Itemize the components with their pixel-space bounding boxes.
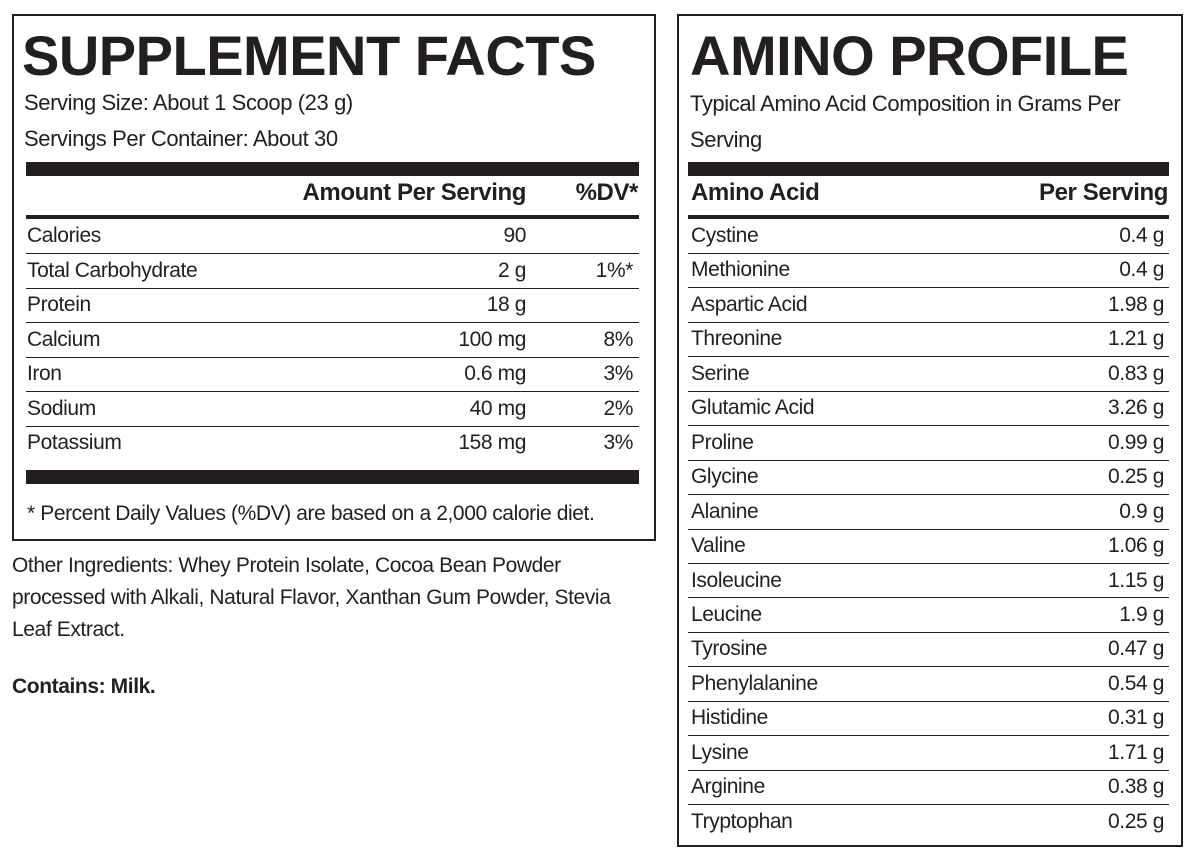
- nutrient-name: Total Carbohydrate: [27, 258, 198, 282]
- footnote: * Percent Daily Values (%DV) are based o…: [27, 502, 595, 525]
- nutrient-name: Iron: [27, 362, 62, 385]
- row-rule: [688, 735, 1169, 737]
- amino-amount: 0.4 g: [1119, 224, 1164, 247]
- row-rule: [688, 390, 1169, 392]
- amino-name: Proline: [691, 430, 754, 454]
- row-rule: [26, 356, 639, 358]
- row-rule: [688, 597, 1169, 599]
- row-rule: [26, 391, 639, 392]
- amino-name: Lysine: [691, 740, 749, 764]
- amino-name: Leucine: [691, 602, 762, 626]
- nutrient-name: Calcium: [27, 327, 101, 351]
- nutrient-amount: 90: [503, 224, 526, 247]
- amino-amount: 3.26 g: [1108, 396, 1164, 420]
- amino-amount: 0.83 g: [1108, 361, 1164, 385]
- nutrient-name: Protein: [27, 293, 91, 316]
- row-rule: [688, 804, 1169, 806]
- amino-amount: 0.47 g: [1108, 637, 1164, 661]
- amino-name: Threonine: [691, 327, 782, 351]
- nutrient-dv: 1%*: [595, 258, 634, 282]
- nutrient-dv: 3%: [603, 431, 633, 454]
- amino-name: Glycine: [691, 465, 759, 489]
- amino-name: Alanine: [691, 499, 759, 523]
- amino-amount: 1.15 g: [1108, 568, 1164, 592]
- amino-amount: 0.25 g: [1108, 465, 1164, 489]
- nutrient-amount: 18 g: [486, 293, 527, 316]
- amino-name: Glutamic Acid: [691, 396, 815, 420]
- nutrient-dv: 3%: [603, 362, 633, 385]
- dv-header: %DV*: [575, 179, 639, 206]
- amino-amount: 1.21 g: [1108, 327, 1164, 351]
- amino-title: AMINO PROFILE: [690, 24, 1129, 87]
- amino-amount: 1.98 g: [1108, 292, 1164, 316]
- amino-name: Phenylalanine: [691, 671, 818, 695]
- nutrient-dv: 2%: [603, 396, 633, 420]
- row-rule: [688, 666, 1169, 668]
- amino-name: Cystine: [691, 224, 759, 247]
- serving-size: Serving Size: About 1 Scoop (23 g): [24, 90, 353, 115]
- amino-amount: 1.71 g: [1108, 740, 1164, 764]
- row-rule: [688, 528, 1169, 530]
- contains: Contains: Milk.: [12, 675, 156, 698]
- amino-amount: 1.9 g: [1119, 602, 1164, 626]
- row-rule: [26, 287, 639, 289]
- row-rule: [688, 321, 1169, 323]
- amino-name: Isoleucine: [691, 568, 782, 592]
- thick-rule: [688, 162, 1169, 176]
- row-rule: [688, 494, 1169, 496]
- amino-name: Histidine: [691, 706, 768, 730]
- amino-amount: 1.06 g: [1108, 534, 1164, 558]
- amino-name-header: Amino Acid: [691, 179, 820, 206]
- servings-per-container: Servings Per Container: About 30: [24, 126, 338, 151]
- row-rule: [688, 631, 1169, 633]
- amino-name: Aspartic Acid: [691, 292, 808, 316]
- amino-name: Valine: [691, 534, 746, 558]
- amount-header: Amount Per Serving: [302, 179, 526, 206]
- nutrient-amount: 158 mg: [458, 431, 526, 454]
- thick-rule: [26, 162, 639, 176]
- row-rule: [26, 322, 639, 323]
- amino-amount-header: Per Serving: [1039, 179, 1168, 206]
- nutrient-dv: 8%: [603, 327, 633, 351]
- amino-name: Tyrosine: [691, 637, 768, 661]
- row-rule: [688, 287, 1169, 289]
- amino-box: [677, 14, 1183, 847]
- amino-name: Methionine: [691, 258, 790, 282]
- nutrient-amount: 40 mg: [469, 396, 527, 420]
- other-ingredients: Other Ingredients: Whey Protein Isolate,…: [12, 554, 611, 641]
- row-rule: [26, 253, 639, 254]
- nutrient-name: Potassium: [27, 431, 122, 454]
- nutrient-amount: 100 mg: [458, 327, 526, 351]
- amino-name: Serine: [691, 361, 750, 385]
- supplement-box: [12, 14, 656, 541]
- amino-amount: 0.25 g: [1108, 809, 1164, 833]
- header-rule: [688, 215, 1169, 219]
- amino-name: Tryptophan: [691, 809, 793, 833]
- row-rule: [688, 700, 1169, 702]
- row-rule: [688, 356, 1169, 358]
- row-rule: [26, 425, 639, 427]
- thick-rule: [26, 470, 639, 484]
- amino-amount: 0.99 g: [1108, 430, 1164, 454]
- header-rule: [26, 215, 639, 219]
- amino-subtitle: Typical Amino Acid Composition in Grams …: [690, 91, 1121, 152]
- nutrient-name: Calories: [27, 224, 101, 247]
- amino-amount: 0.4 g: [1119, 258, 1164, 282]
- nutrient-amount: 2 g: [498, 258, 526, 282]
- amino-amount: 0.9 g: [1119, 499, 1164, 523]
- nutrient-name: Sodium: [27, 396, 96, 420]
- nutrient-amount: 0.6 mg: [464, 362, 526, 385]
- row-rule: [688, 769, 1169, 771]
- row-rule: [688, 459, 1169, 461]
- supplement-title: SUPPLEMENT FACTS: [22, 24, 596, 87]
- amino-amount: 0.54 g: [1108, 671, 1164, 695]
- amino-name: Arginine: [691, 775, 765, 799]
- row-rule: [688, 425, 1169, 427]
- row-rule: [688, 563, 1169, 564]
- row-rule: [688, 252, 1169, 254]
- amino-amount: 0.31 g: [1108, 706, 1164, 730]
- amino-amount: 0.38 g: [1108, 775, 1164, 799]
